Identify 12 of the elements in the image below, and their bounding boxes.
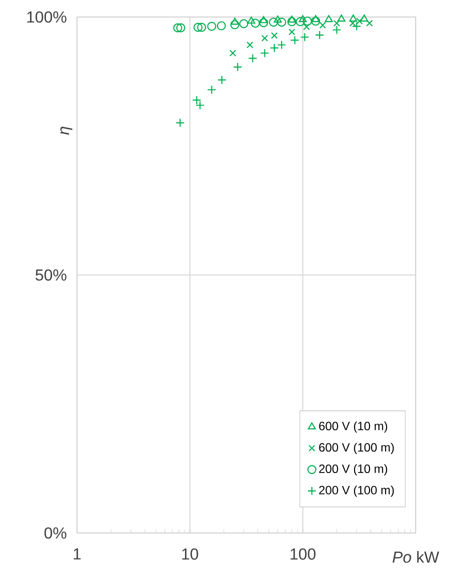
- y-tick-label: 0%: [44, 527, 66, 539]
- x-tick-label: 1: [74, 548, 81, 560]
- legend-label: 200 V (10 m): [319, 464, 388, 476]
- x-axis-title: Po kW: [392, 551, 440, 563]
- legend-label: 600 V (10 m): [319, 421, 388, 433]
- y-tick-label: 100%: [27, 11, 66, 23]
- legend-label: 600 V (100 m): [319, 442, 394, 454]
- x-tick-label: 10: [182, 548, 198, 560]
- y-tick-label: 50%: [36, 269, 66, 281]
- x-tick-label: 100: [290, 548, 316, 560]
- legend-label: 200 V (100 m): [319, 486, 394, 497]
- y-axis-title: η: [60, 126, 72, 135]
